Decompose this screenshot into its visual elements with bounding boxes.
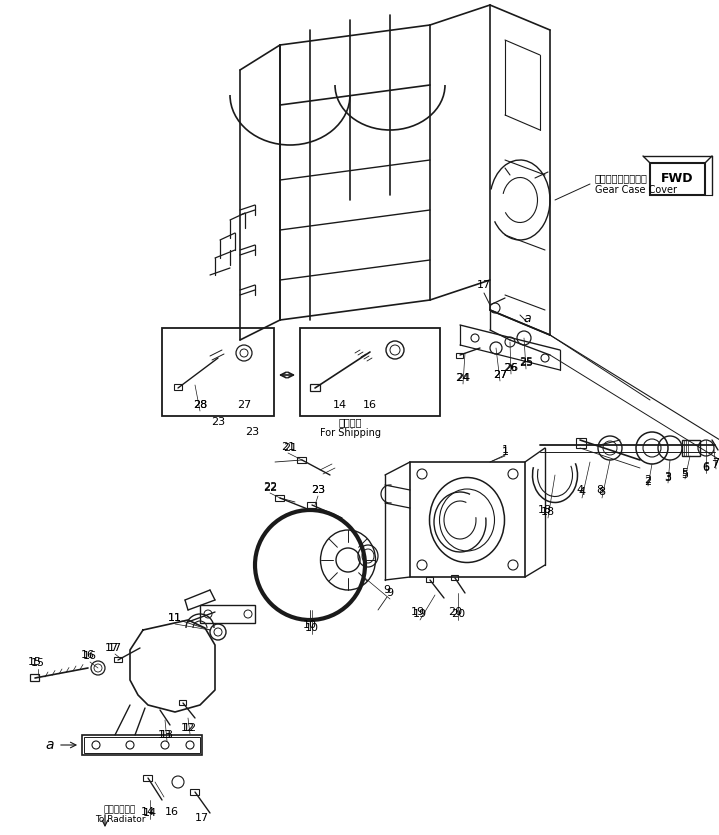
Text: 25: 25 xyxy=(519,358,533,368)
Text: 18: 18 xyxy=(541,507,555,517)
Text: 22: 22 xyxy=(263,483,277,493)
Text: 1: 1 xyxy=(501,445,508,455)
Text: 23: 23 xyxy=(311,485,325,495)
Text: 6: 6 xyxy=(702,463,710,473)
Text: For Shipping: For Shipping xyxy=(319,428,380,438)
Text: 14: 14 xyxy=(143,808,157,818)
Text: 18: 18 xyxy=(538,505,552,515)
Text: 25: 25 xyxy=(519,357,533,367)
Text: 27: 27 xyxy=(493,370,507,380)
Text: a: a xyxy=(46,738,54,752)
Bar xyxy=(650,163,705,195)
Text: 20: 20 xyxy=(451,609,465,619)
Text: ラジエータへ: ラジエータへ xyxy=(104,806,136,814)
Text: 9: 9 xyxy=(383,585,390,595)
Text: 26: 26 xyxy=(503,363,517,373)
Text: 3: 3 xyxy=(664,473,672,483)
Text: 11: 11 xyxy=(168,613,182,623)
Text: 5: 5 xyxy=(682,468,689,478)
Bar xyxy=(174,384,182,390)
Text: 8: 8 xyxy=(598,487,605,497)
Text: a: a xyxy=(523,311,531,325)
Bar xyxy=(426,577,433,582)
Text: 14: 14 xyxy=(333,400,347,410)
Text: 11: 11 xyxy=(168,613,182,623)
Bar xyxy=(307,502,316,508)
Text: 13: 13 xyxy=(158,730,172,740)
Text: 選択部品: 選択部品 xyxy=(338,417,362,427)
Bar xyxy=(84,737,200,753)
Bar xyxy=(297,457,306,463)
Text: 12: 12 xyxy=(181,723,195,733)
Text: Gear Case Cover: Gear Case Cover xyxy=(595,185,677,195)
Bar xyxy=(456,353,463,358)
Text: 24: 24 xyxy=(456,373,470,383)
Text: 4: 4 xyxy=(577,485,584,495)
Text: 13: 13 xyxy=(160,730,174,740)
Text: 15: 15 xyxy=(31,658,45,668)
Text: 8: 8 xyxy=(597,485,603,495)
Text: 3: 3 xyxy=(664,472,672,482)
Text: 17: 17 xyxy=(108,643,122,653)
Text: 17: 17 xyxy=(105,643,119,653)
Text: 12: 12 xyxy=(183,723,197,733)
Text: 19: 19 xyxy=(413,609,427,619)
Bar xyxy=(576,438,586,448)
Text: 6: 6 xyxy=(702,462,710,472)
Bar xyxy=(310,384,320,391)
Bar xyxy=(300,328,440,416)
Text: 2: 2 xyxy=(644,475,651,485)
Text: FWD: FWD xyxy=(661,173,693,185)
Bar xyxy=(200,605,255,623)
Text: 23: 23 xyxy=(211,417,225,427)
Text: 21: 21 xyxy=(283,443,297,453)
Bar xyxy=(114,657,122,662)
Text: 1: 1 xyxy=(501,447,508,457)
Bar xyxy=(410,462,525,577)
Text: 26: 26 xyxy=(504,363,518,373)
Text: 10: 10 xyxy=(303,620,317,630)
Text: 4: 4 xyxy=(579,487,585,497)
Bar xyxy=(162,328,274,416)
Text: 27: 27 xyxy=(237,400,251,410)
Text: 14: 14 xyxy=(141,807,155,817)
Text: 15: 15 xyxy=(28,657,42,667)
Text: 16: 16 xyxy=(165,807,179,817)
Text: 23: 23 xyxy=(311,485,325,495)
Text: 27: 27 xyxy=(493,370,507,380)
Text: 5: 5 xyxy=(682,470,689,480)
Text: To Radiator: To Radiator xyxy=(95,816,145,824)
Text: 10: 10 xyxy=(305,623,319,633)
Text: 16: 16 xyxy=(363,400,377,410)
Text: 9: 9 xyxy=(386,588,393,598)
Text: 28: 28 xyxy=(193,400,207,410)
Text: 7: 7 xyxy=(711,460,718,470)
Text: 24: 24 xyxy=(455,373,469,383)
Bar xyxy=(682,440,700,456)
Text: 2: 2 xyxy=(644,477,651,487)
Text: 16: 16 xyxy=(81,650,95,660)
Text: 17: 17 xyxy=(195,813,209,823)
Bar xyxy=(275,495,284,501)
Text: ギヤーケースカバー: ギヤーケースカバー xyxy=(595,173,648,183)
Text: 17: 17 xyxy=(477,280,491,290)
Bar xyxy=(30,674,39,681)
Bar xyxy=(143,775,152,781)
Bar xyxy=(190,789,199,795)
Bar xyxy=(179,700,186,705)
Bar xyxy=(82,735,202,755)
Text: 19: 19 xyxy=(411,607,425,617)
Text: 23: 23 xyxy=(245,427,259,437)
Text: 21: 21 xyxy=(281,442,295,452)
Text: 28: 28 xyxy=(193,400,207,410)
Bar xyxy=(451,575,458,580)
Text: 16: 16 xyxy=(83,651,97,661)
Text: 20: 20 xyxy=(448,607,462,617)
Text: 22: 22 xyxy=(263,482,277,492)
Text: 7: 7 xyxy=(713,458,719,468)
